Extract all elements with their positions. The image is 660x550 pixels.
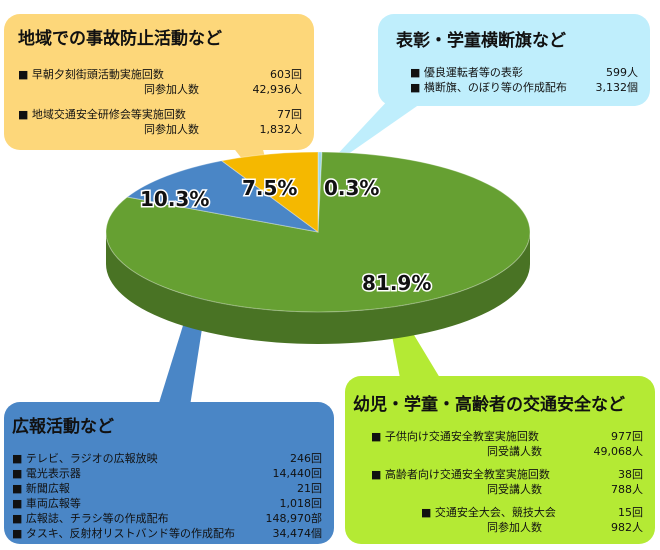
- list-item: 同受講人数 49,068人: [487, 445, 643, 458]
- pct-label-3: 0.3%: [324, 176, 379, 200]
- pct-label-0: 81.9%: [362, 271, 431, 295]
- percent-labels: 10.3% 7.5% 0.3% 81.9%: [139, 175, 433, 297]
- list-item: ■ 交通安全大会、競技大会 15回: [421, 506, 643, 519]
- list-item: 同参加人数 982人: [487, 521, 643, 534]
- pie-side-0: [106, 232, 530, 344]
- callout-box-local-activities: 地域での事故防止活動など ■ 早朝夕刻街頭活動実施回数 603回 同参加人数 42,…: [4, 14, 314, 150]
- pie: [105, 151, 531, 344]
- list-item: ■ 広報誌、チラシ等の作成配布 148,970部: [12, 512, 322, 525]
- list-item: ■ 早朝夕刻街頭活動実施回数 603回: [18, 68, 302, 81]
- box-title: 広報活動など: [12, 417, 114, 437]
- pie-slice-0: [105, 151, 531, 313]
- callout-box-awards: 表彰・学童横断旗など ■ 優良運転者等の表彰 599人 ■ 横断旗、のぼり等の作成…: [378, 14, 650, 106]
- list-item: ■ 車両広報等 1,018回: [12, 497, 322, 510]
- list-item: ■ 新聞広報 21回: [12, 482, 322, 495]
- pie-slice-3: [317, 151, 323, 233]
- pct-label-1: 10.3%: [140, 187, 209, 211]
- callout-box-publicity: 広報活動など ■ テレビ、ラジオの広報放映 246回 ■ 電光表示器 14,440回…: [4, 402, 334, 544]
- list-item: ■ 子供向け交通安全教室実施回数 977回: [371, 430, 643, 443]
- list-item: ■ 優良運転者等の表彰 599人: [410, 66, 638, 79]
- list-item: 同受講人数 788人: [487, 483, 643, 496]
- list-item: ■ 電光表示器 14,440回: [12, 467, 322, 480]
- box-title: 幼児・学童・高齢者の交通安全など: [353, 395, 625, 415]
- pct-label-2: 7.5%: [242, 176, 297, 200]
- box-title: 地域での事故防止活動など: [18, 29, 222, 49]
- callout-box-child-elderly-safety: 幼児・学童・高齢者の交通安全など ■ 子供向け交通安全教室実施回数 977回 同受…: [345, 376, 655, 544]
- list-item: ■ 横断旗、のぼり等の作成配布 3,132個: [410, 81, 638, 94]
- list-item: ■ タスキ、反射材リストバンド等の作成配布 34,474個: [12, 527, 322, 540]
- list-item: 同参加人数 42,936人: [144, 83, 302, 96]
- list-item: ■ 地域交通安全研修会等実施回数 77回: [18, 108, 302, 121]
- pie-slice-2: [220, 151, 319, 233]
- pie-slice-1: [126, 160, 319, 233]
- list-item: 同参加人数 1,832人: [144, 123, 302, 136]
- box-title: 表彰・学童横断旗など: [396, 31, 566, 51]
- list-item: ■ 高齢者向け交通安全教室実施回数 38回: [371, 468, 643, 481]
- list-item: ■ テレビ、ラジオの広報放映 246回: [12, 452, 322, 465]
